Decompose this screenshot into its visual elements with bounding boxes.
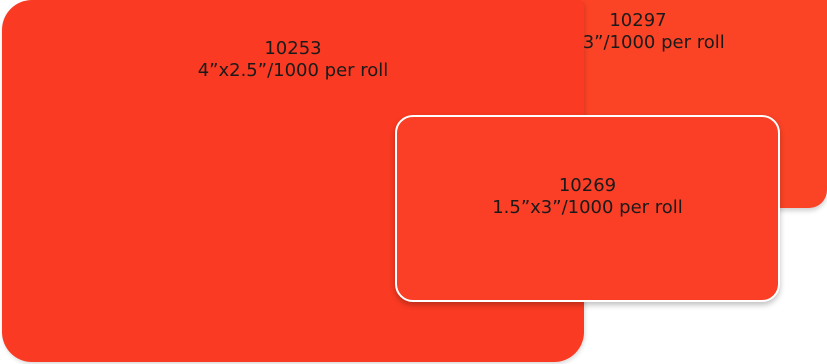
label-code: 10253 <box>264 38 322 59</box>
label-size: 1.5”x3”/1000 per roll <box>492 197 683 218</box>
label-caption: 10269 1.5”x3”/1000 per roll <box>397 175 778 219</box>
label-code: 10297 <box>609 10 667 31</box>
label-caption: 10253 4”x2.5”/1000 per roll <box>2 38 584 82</box>
label-swatch-10269: 10269 1.5”x3”/1000 per roll <box>395 115 780 302</box>
label-caption: 10297 2”x3”/1000 per roll <box>449 10 827 54</box>
label-size: 2”x3”/1000 per roll <box>551 32 725 53</box>
label-size: 4”x2.5”/1000 per roll <box>197 60 389 81</box>
label-code: 10269 <box>558 175 617 196</box>
